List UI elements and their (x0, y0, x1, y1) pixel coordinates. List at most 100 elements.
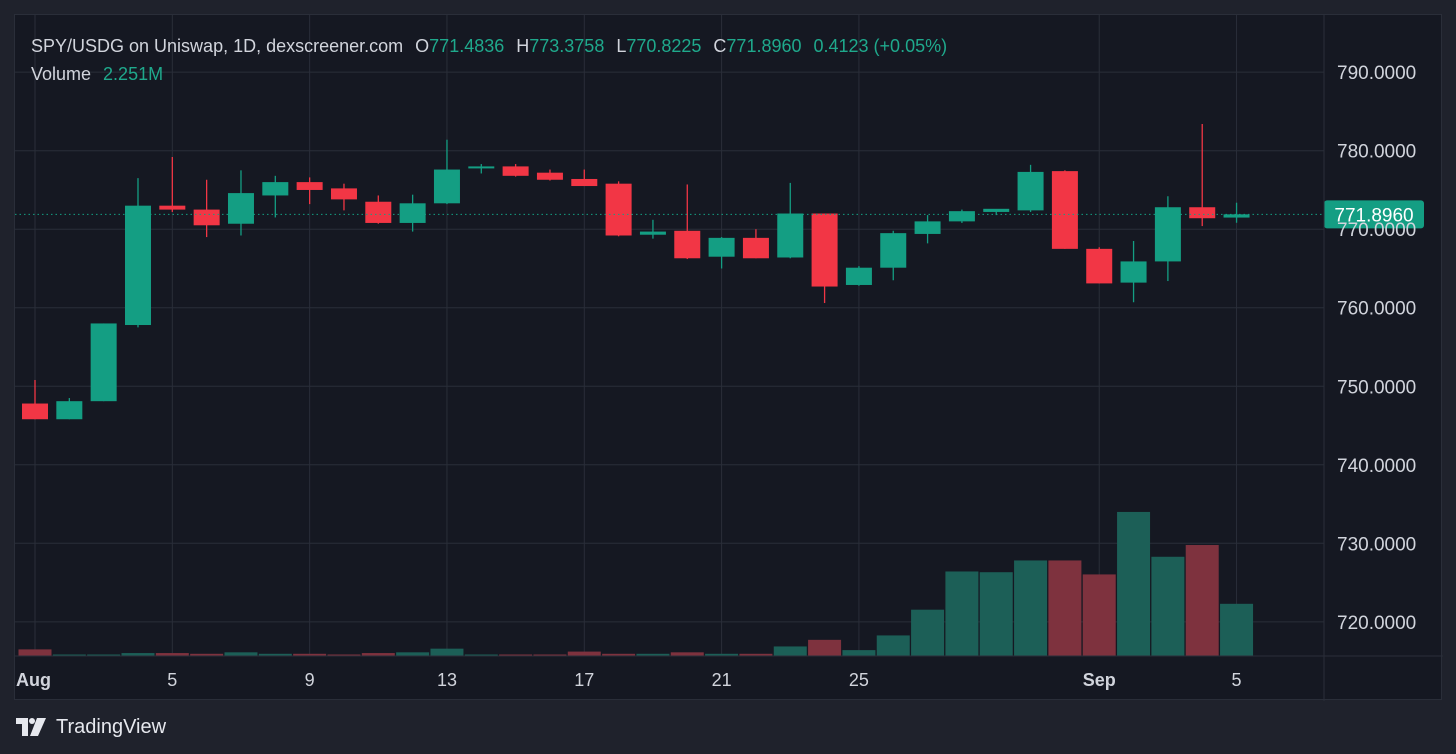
volume-bar (1185, 545, 1219, 656)
y-tick-label: 760.0000 (1337, 299, 1416, 320)
candle-body[interactable] (433, 169, 460, 204)
candlestick-chart[interactable]: 771.8960 790.0000 780.0000 770.0000 760.000… (15, 15, 1443, 701)
volume-bar (911, 609, 945, 656)
ohlc-row: SPY/USDG on Uniswap, 1D, dexscreener.com… (31, 32, 947, 60)
brand-name[interactable]: TradingView (56, 715, 167, 738)
volume-bar (945, 571, 979, 656)
low-label: L (616, 36, 627, 56)
y-tick-label: 720.0000 (1337, 613, 1416, 634)
x-tick-label: 17 (574, 670, 594, 690)
volume-bar (1151, 556, 1185, 656)
candle-body[interactable] (1051, 171, 1078, 249)
x-tick-label: Aug (16, 670, 51, 690)
change-value: 0.4123 (+0.05%) (813, 36, 948, 56)
candle-body[interactable] (399, 203, 426, 223)
candle-body[interactable] (639, 231, 666, 235)
candle-body[interactable] (777, 213, 804, 258)
volume-bar (979, 572, 1013, 656)
volume-bar (361, 653, 395, 656)
volume-bar (293, 653, 327, 656)
candle-body[interactable] (468, 166, 495, 169)
volume-bar (602, 653, 636, 656)
volume-bar (87, 654, 121, 656)
volume-bar (499, 654, 533, 656)
candle-body[interactable] (193, 209, 220, 226)
candle-body[interactable] (227, 193, 254, 224)
volume-bar (1082, 574, 1116, 656)
candle-body[interactable] (536, 172, 563, 180)
high-label: H (516, 36, 530, 56)
candle-body[interactable] (708, 237, 735, 257)
chart-legend: SPY/USDG on Uniswap, 1D, dexscreener.com… (31, 32, 947, 88)
candle-body[interactable] (90, 323, 117, 402)
x-tick-label: 13 (437, 670, 457, 690)
candle-body[interactable] (502, 166, 529, 176)
candle-body[interactable] (742, 237, 769, 259)
high-value: 773.3758 (529, 36, 605, 56)
volume-label[interactable]: Volume (31, 64, 92, 84)
open-label: O (415, 36, 430, 56)
volume-bar (567, 651, 601, 656)
candle-body[interactable] (1154, 207, 1181, 262)
volume-bar (808, 639, 842, 656)
volume-bar (1048, 560, 1082, 656)
tradingview-logo-icon[interactable] (16, 718, 46, 736)
low-value: 770.8225 (626, 36, 702, 56)
candle-body[interactable] (330, 188, 357, 200)
x-tick-label: 25 (849, 670, 869, 690)
y-tick-label: 790.0000 (1337, 63, 1416, 84)
candle-body[interactable] (811, 213, 838, 287)
candle-body[interactable] (1223, 214, 1250, 218)
candle-body[interactable] (159, 205, 186, 210)
y-tick-label: 780.0000 (1337, 142, 1416, 163)
x-tick-label: Sep (1083, 670, 1116, 690)
close-label: C (713, 36, 727, 56)
x-tick-label: 21 (712, 670, 732, 690)
volume-bar (396, 652, 430, 656)
volume-bar (876, 635, 910, 656)
candle-body[interactable] (56, 401, 83, 420)
candle-body[interactable] (1189, 207, 1216, 219)
volume-bar (464, 654, 498, 656)
candle-body[interactable] (262, 182, 289, 196)
candle-body[interactable] (845, 267, 872, 285)
volume-bar (670, 652, 704, 656)
volume-bar (258, 653, 292, 656)
volume-bar (155, 653, 189, 656)
candle-body[interactable] (1120, 261, 1147, 283)
volume-bar (327, 654, 361, 656)
volume-bar (1220, 603, 1254, 656)
candle-body[interactable] (22, 403, 48, 420)
candle-body[interactable] (948, 211, 975, 222)
candle-body[interactable] (880, 233, 907, 268)
candle-body[interactable] (365, 201, 392, 223)
volume-row: Volume 2.251M (31, 60, 947, 88)
candle-body[interactable] (914, 221, 941, 234)
volume-bar (842, 650, 876, 656)
y-tick-label: 750.0000 (1337, 377, 1416, 398)
volume-bar (1014, 560, 1048, 656)
last-price-badge (1324, 200, 1424, 229)
candle-body[interactable] (605, 183, 632, 236)
x-tick-label: 9 (305, 670, 315, 690)
volume-bar (190, 653, 224, 656)
candle-body[interactable] (296, 182, 323, 190)
last-price-label: 771.8960 (1334, 205, 1413, 226)
volume-bar (705, 653, 739, 656)
candle-body[interactable] (1086, 248, 1113, 284)
volume-bar (430, 648, 464, 656)
volume-bar (739, 653, 773, 656)
candle-body[interactable] (124, 205, 151, 326)
candle-body[interactable] (674, 230, 701, 259)
y-tick-label: 740.0000 (1337, 456, 1416, 477)
candle-body[interactable] (571, 178, 598, 187)
candle-body[interactable] (983, 208, 1010, 212)
volume-bar (121, 653, 155, 656)
volume-bar (636, 653, 670, 656)
volume-value: 2.251M (103, 64, 164, 84)
candle-body[interactable] (1017, 171, 1044, 211)
symbol-label[interactable]: SPY/USDG on Uniswap, 1D, dexscreener.com (31, 36, 404, 56)
volume-bar (533, 654, 567, 656)
volume-bar (18, 649, 52, 656)
x-tick-label: 5 (167, 670, 177, 690)
